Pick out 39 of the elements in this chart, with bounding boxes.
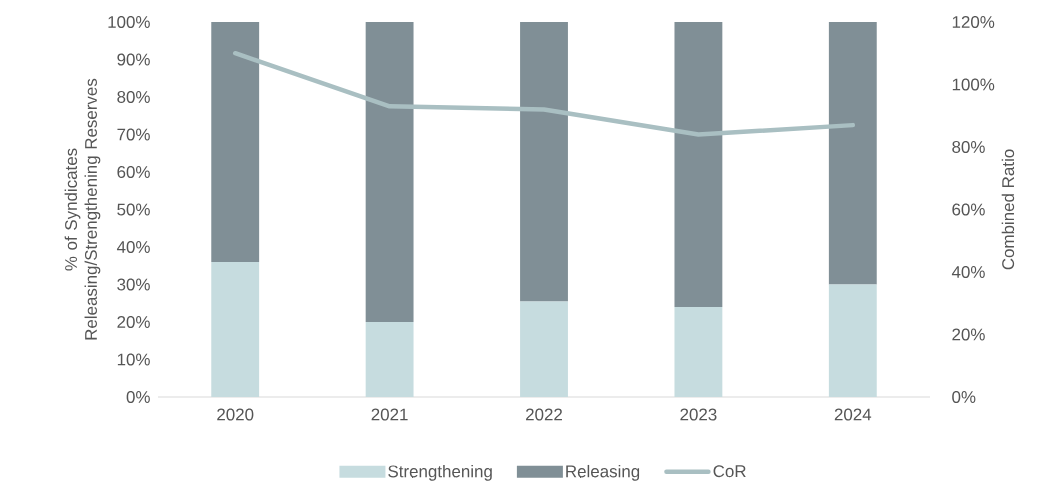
- y2-tick-label: 60%: [952, 203, 985, 216]
- y2-axis-title: Combined Ratio: [1001, 149, 1015, 270]
- x-tick-label: 2020: [217, 408, 254, 421]
- bar: [365, 22, 414, 322]
- y2-tick-label: 80%: [952, 141, 985, 153]
- x-tick-label: 2024: [834, 408, 872, 421]
- y-axis-title: % of Syndicates Releasing/Strengthening Reserves: [64, 78, 101, 340]
- y-tick-label: 60%: [117, 166, 150, 178]
- bar: [211, 22, 260, 262]
- x-tick-label: 2023: [680, 408, 717, 421]
- y2-tick-label: 40%: [951, 266, 985, 278]
- y-tick-label: 0%: [126, 391, 150, 403]
- y-tick-label: 70%: [117, 128, 150, 141]
- bar: [520, 22, 568, 302]
- y-tick-label: 40%: [116, 241, 150, 253]
- y2-tick-label: 20%: [952, 328, 985, 341]
- y-tick-label: 30%: [117, 278, 150, 291]
- bar: [828, 284, 877, 397]
- bar: [520, 301, 568, 397]
- bar: [365, 322, 414, 397]
- legend-label: Releasing: [566, 464, 640, 481]
- y2-tick-label: 0%: [952, 391, 976, 403]
- y-tick-label: 20%: [117, 316, 150, 328]
- y-tick-label: 90%: [117, 53, 150, 66]
- x-tick-label: 2022: [526, 408, 562, 421]
- legend-label: Strengthening: [388, 464, 492, 481]
- x-tick-label: 2021: [371, 408, 408, 421]
- y-tick-label: 80%: [117, 91, 150, 103]
- y-tick-label: 10%: [117, 353, 150, 366]
- legend-label: CoR: [713, 465, 746, 478]
- bar: [828, 22, 877, 285]
- bar: [211, 262, 260, 397]
- bar: [674, 307, 723, 397]
- y2-tick-label: 100%: [952, 78, 995, 91]
- bar: [674, 22, 723, 307]
- y-tick-label: 100%: [108, 16, 150, 28]
- line-series: [232, 51, 856, 137]
- y2-tick-label: 120%: [952, 16, 995, 28]
- y-tick-label: 50%: [117, 203, 150, 216]
